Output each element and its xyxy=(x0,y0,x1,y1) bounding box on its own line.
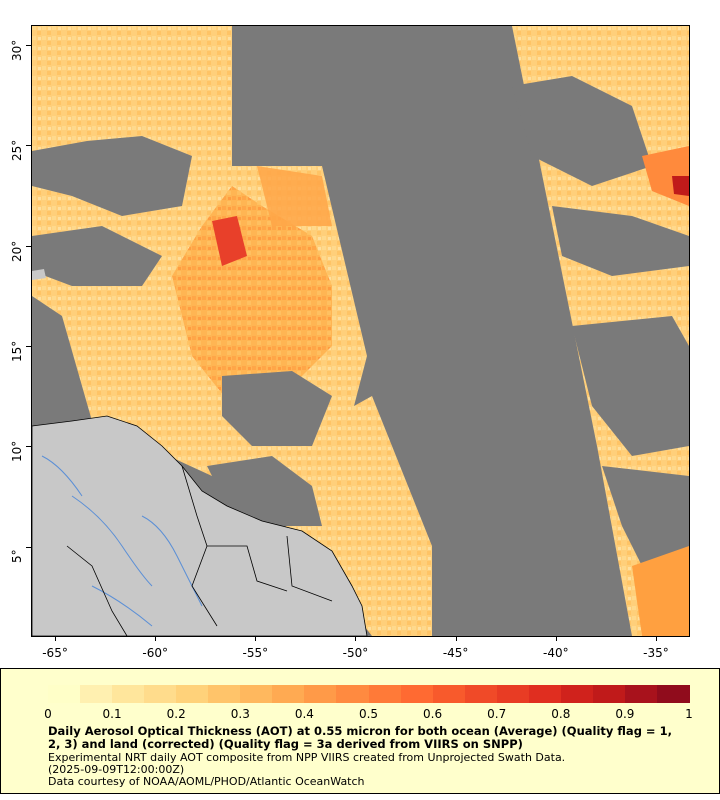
colorbar-label: 0.4 xyxy=(294,707,314,721)
gap-west-upper xyxy=(32,136,192,216)
x-tick-label: -35° xyxy=(643,646,669,660)
land-south-america xyxy=(32,415,368,636)
legend-line-timestamp: (2025-09-09T12:00:00Z) xyxy=(48,763,185,776)
colorbar-segment xyxy=(144,685,178,703)
colorbar-segment xyxy=(592,685,626,703)
y-tick-mark xyxy=(26,245,31,247)
y-tick-label: 30° xyxy=(10,39,24,62)
gap-east-1 xyxy=(512,76,652,186)
colorbar-segment xyxy=(176,685,210,703)
y-tick-mark xyxy=(26,346,31,348)
x-tick-label: -55° xyxy=(242,646,269,660)
x-tick-label: -60° xyxy=(142,646,168,660)
gap-east-2 xyxy=(552,206,689,276)
x-tick-mark xyxy=(455,636,457,641)
y-tick-mark xyxy=(26,145,31,147)
colorbar-label: 0.5 xyxy=(358,707,379,721)
colorbar-segment xyxy=(304,685,338,703)
y-tick-label: 5° xyxy=(10,549,24,563)
colorbar-label: 0.3 xyxy=(230,707,250,721)
aerosol-hotspot xyxy=(212,216,247,266)
x-tick-label: -40° xyxy=(542,646,569,660)
colorbar-segment xyxy=(464,685,498,703)
y-tick-label: 10° xyxy=(10,441,24,463)
colorbar-segment xyxy=(656,685,690,703)
aerosol-plume xyxy=(172,186,332,406)
colorbar-label: 0 xyxy=(44,707,52,721)
colorbar-segment xyxy=(240,685,274,703)
border-4 xyxy=(286,535,333,602)
colorbar-segment xyxy=(368,685,402,703)
colorbar-segment xyxy=(208,685,242,703)
x-tick-label: -50° xyxy=(342,646,369,660)
x-tick-mark xyxy=(255,636,257,641)
colorbar-label: 0.2 xyxy=(166,707,186,721)
colorbar xyxy=(48,685,690,703)
gap-west-lower xyxy=(222,371,332,446)
x-tick-mark xyxy=(655,636,657,641)
river-4 xyxy=(91,585,153,627)
colorbar-label: 0.7 xyxy=(487,707,507,721)
x-tick-mark xyxy=(55,636,57,641)
east-hotspot xyxy=(672,176,689,196)
y-tick-mark xyxy=(26,45,31,47)
x-tick-label: -65° xyxy=(42,646,68,660)
colorbar-segment xyxy=(496,685,530,703)
colorbar-segment xyxy=(272,685,306,703)
colorbar-segment xyxy=(112,685,146,703)
aot-map xyxy=(32,26,689,636)
colorbar-segment xyxy=(624,685,658,703)
border-3 xyxy=(207,545,288,592)
colorbar-label: 0.9 xyxy=(615,707,635,721)
y-tick-label: 25° xyxy=(10,140,24,162)
legend-line-credit: Data courtesy of NOAA/AOML/PHOD/Atlantic… xyxy=(48,775,365,788)
x-tick-mark xyxy=(355,636,357,641)
x-tick-label: -45° xyxy=(442,646,469,660)
x-tick-mark xyxy=(555,636,557,641)
island-land xyxy=(32,269,46,280)
colorbar-label: 0.1 xyxy=(102,707,122,721)
colorbar-label: 0.6 xyxy=(423,707,443,721)
aerosol-patch xyxy=(257,166,332,226)
colorbar-segment xyxy=(432,685,466,703)
colorbar-segment xyxy=(80,685,114,703)
border-1 xyxy=(66,545,128,636)
y-tick-mark xyxy=(26,546,31,548)
southeast-plume xyxy=(632,546,689,636)
gap-east-3 xyxy=(572,316,689,456)
colorbar-segment xyxy=(48,685,81,703)
map-plot-area[interactable] xyxy=(31,25,690,637)
river-1 xyxy=(71,495,153,587)
colorbar-segment xyxy=(400,685,434,703)
gap-west-south xyxy=(207,456,322,526)
colorbar-label: 1 xyxy=(685,707,693,721)
river-2 xyxy=(41,455,83,497)
y-tick-label: 20° xyxy=(10,240,24,262)
colorbar-segment xyxy=(560,685,594,703)
legend-panel: 0 0.1 0.2 0.3 0.4 0.5 0.6 0.7 0.8 0.9 1 Daily Aero… xyxy=(0,668,720,794)
colorbar-label: 0.8 xyxy=(551,707,571,721)
gap-east-4 xyxy=(602,466,689,566)
gap-west-mid xyxy=(32,226,162,286)
colorbar-segment xyxy=(528,685,562,703)
x-tick-mark xyxy=(155,636,157,641)
y-tick-label: 15° xyxy=(10,340,24,363)
river-3 xyxy=(141,515,203,607)
colorbar-segment xyxy=(336,685,370,703)
legend-line-source: Experimental NRT daily AOT composite fro… xyxy=(48,751,566,764)
y-tick-mark xyxy=(26,446,31,448)
legend-title: Daily Aerosol Optical Thickness (AOT) at… xyxy=(48,724,672,751)
